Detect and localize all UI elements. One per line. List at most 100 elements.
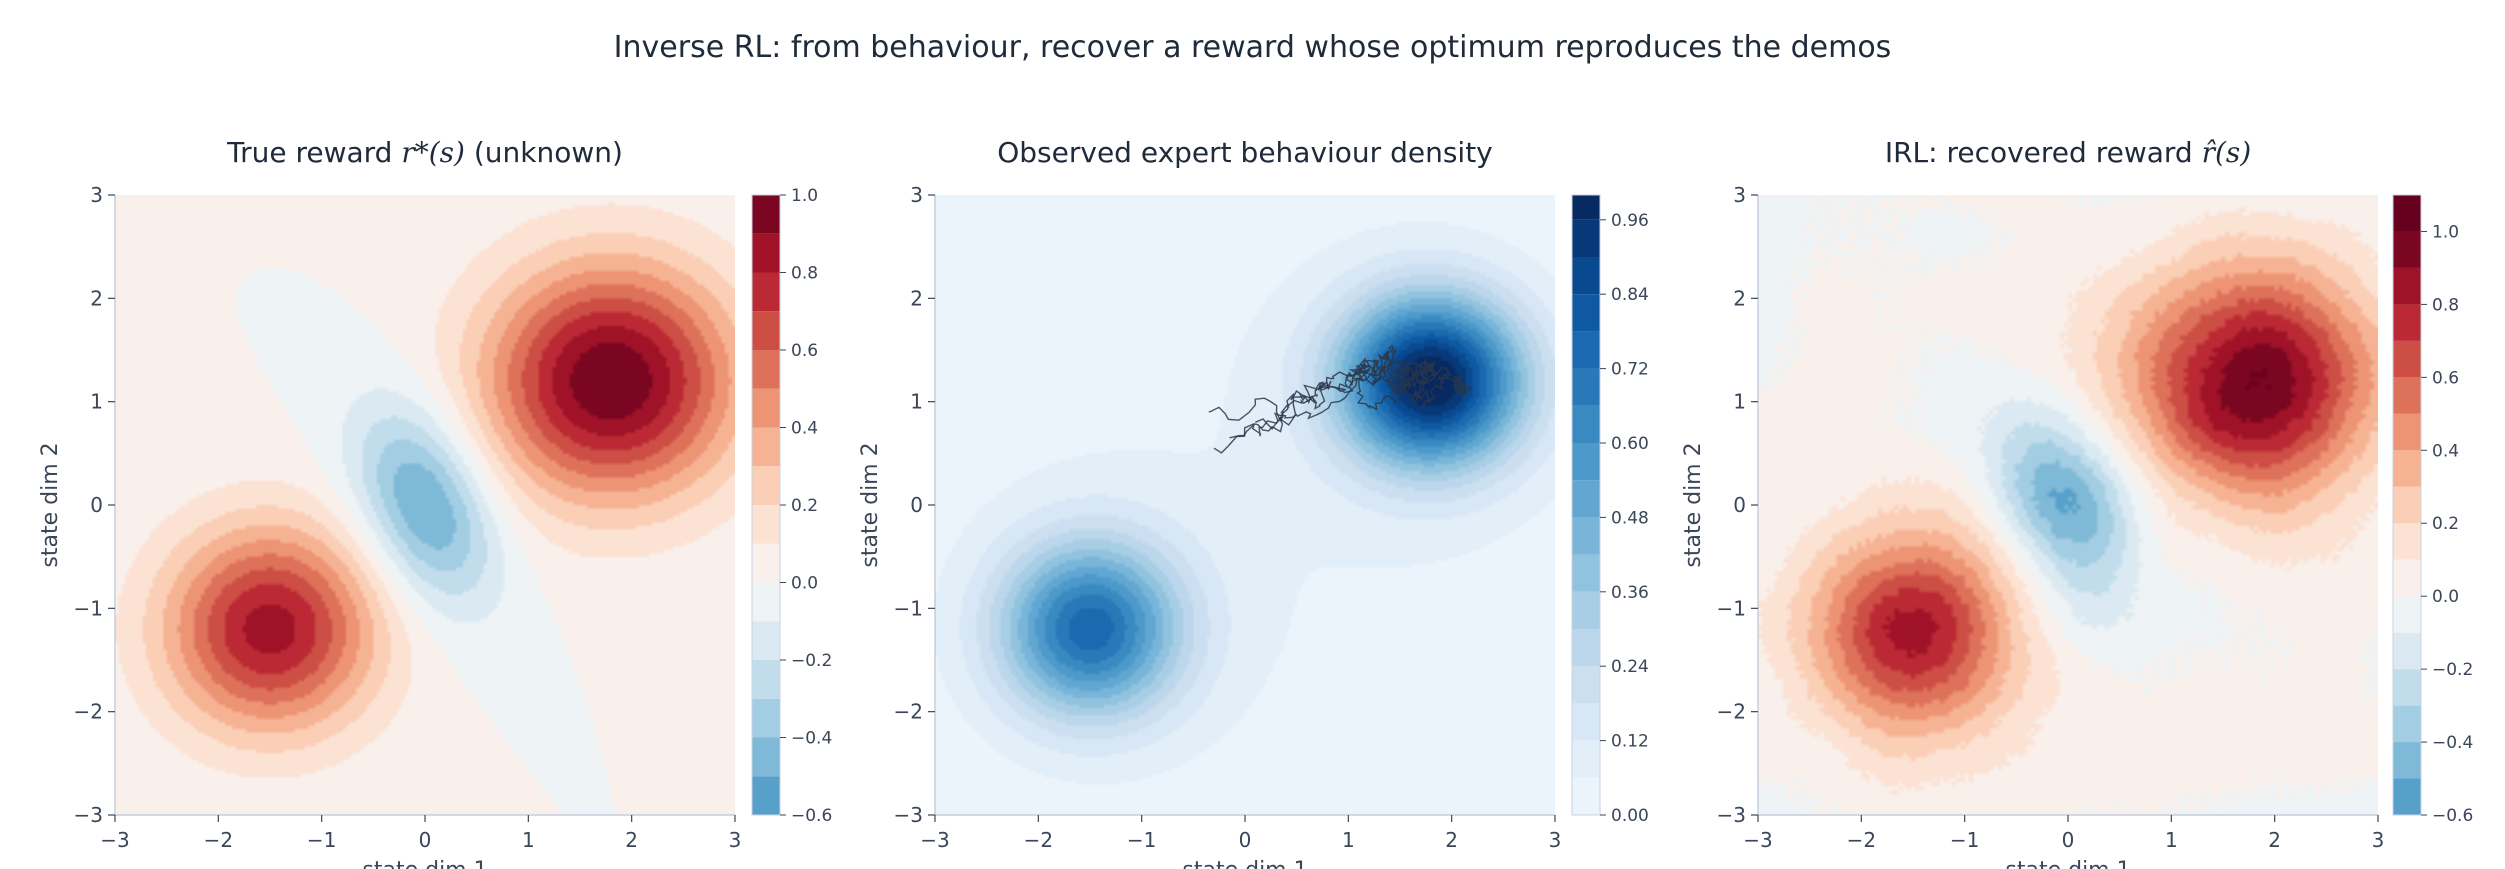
x-tick-label: 3 (729, 828, 742, 852)
y-tick-label: 1 (90, 390, 103, 414)
y-tick-label: −3 (894, 803, 923, 827)
y-tick-label: −2 (74, 700, 103, 724)
colorbar-tick-label: 0.00 (1611, 806, 1649, 826)
x-tick-label: −1 (1127, 828, 1156, 852)
heatmap-image (1758, 195, 2378, 815)
y-tick-label: 0 (910, 493, 923, 517)
colorbar-band (1572, 331, 1600, 369)
demo-trajectory-4 (1255, 367, 1473, 430)
x-tick-label: 3 (2372, 828, 2385, 852)
y-axis-label: state dim 2 (858, 442, 883, 567)
colorbar-band (2393, 413, 2421, 451)
y-tick-label: 2 (1733, 286, 1746, 310)
colorbar-band (1572, 554, 1600, 592)
panel-title: IRL: recovered reward r̂(s) (1885, 136, 2251, 169)
colorbar-band (752, 272, 780, 312)
y-tick-label: −1 (894, 596, 923, 620)
colorbar-band (752, 466, 780, 505)
y-tick-label: −1 (1717, 596, 1746, 620)
colorbar-band (752, 350, 780, 389)
colorbar-tick-label: 0.2 (791, 496, 818, 516)
colorbar-tick-label: 0.96 (1611, 211, 1649, 231)
colorbar-tick-label: 0.0 (2432, 587, 2459, 607)
colorbar-band (1572, 195, 1600, 220)
colorbar-band (752, 427, 780, 467)
colorbar-band (1572, 219, 1600, 257)
colorbar-band (752, 505, 780, 544)
colorbar-band (1572, 368, 1600, 406)
x-tick-label: −1 (1950, 828, 1979, 852)
colorbar-band (1572, 777, 1600, 815)
y-tick-label: 1 (1733, 390, 1746, 414)
colorbar-band (752, 737, 780, 777)
x-tick-label: 0 (2062, 828, 2075, 852)
chart-panel-1: −3−3 −2 −2 −1 −1 0 0 1 1 2 2 3 3 state dim 1 state dim… (38, 136, 832, 869)
colorbar-band (1572, 703, 1600, 741)
x-tick-label: −3 (100, 828, 129, 852)
chart-panel-3: −3−3 −2 −2 −1 −1 0 0 1 1 2 2 3 3 state dim 1 state dim… (1681, 136, 2473, 869)
colorbar-band (752, 388, 780, 428)
colorbar-tick-label: 0.36 (1611, 583, 1649, 603)
colorbar-band (2393, 340, 2421, 378)
colorbar-tick-label: 1.0 (791, 186, 818, 206)
demo-trajectories (1208, 344, 1473, 454)
y-axis-label: state dim 2 (1681, 442, 1706, 567)
colorbar-band (752, 233, 780, 273)
colorbar-tick-label: −0.4 (791, 729, 832, 749)
panel-title: Observed expert behaviour density (997, 136, 1493, 169)
colorbar-band (1572, 666, 1600, 704)
x-tick-label: 1 (1342, 828, 1355, 852)
colorbar-band (2393, 523, 2421, 560)
colorbar: −0.6 −0.4 −0.2 0.0 0.2 0.4 0.6 0.8 1.0 (2392, 194, 2473, 826)
y-tick-label: −2 (1717, 700, 1746, 724)
y-tick-label: 0 (1733, 493, 1746, 517)
y-tick-label: 2 (90, 286, 103, 310)
colorbar-band (752, 543, 780, 583)
colorbar-tick-label: 0.8 (791, 264, 818, 284)
y-axis-label: state dim 2 (38, 442, 63, 567)
colorbar-band (2393, 669, 2421, 706)
colorbar-band (2393, 231, 2421, 268)
colorbar-band (1572, 443, 1600, 481)
colorbar-tick-label: −0.6 (2432, 806, 2473, 826)
colorbar-band (1572, 294, 1600, 332)
colorbar-band (1572, 629, 1600, 667)
y-tick-label: 3 (90, 183, 103, 207)
colorbar-tick-label: 0.24 (1611, 657, 1649, 677)
x-tick-label: −3 (1743, 828, 1772, 852)
colorbar-tick-label: 0.84 (1611, 285, 1649, 305)
y-tick-label: −3 (1717, 803, 1746, 827)
colorbar-band (752, 195, 780, 234)
colorbar-band (2393, 559, 2421, 597)
colorbar-band (752, 582, 780, 622)
x-tick-label: 3 (1549, 828, 1562, 852)
figure-title: Inverse RL: from behaviour, recover a re… (613, 30, 1892, 65)
colorbar-tick-label: 0.6 (791, 341, 818, 361)
chart-panel-2: −3−3 −2 −2 −1 −1 0 0 1 1 2 2 3 3 state dim 1 state dim… (858, 136, 1649, 869)
colorbar-band (2393, 450, 2421, 487)
colorbar-band (752, 311, 780, 350)
colorbar-band (1572, 405, 1600, 443)
x-tick-label: 0 (419, 828, 432, 852)
colorbar-tick-label: 0.6 (2432, 368, 2459, 388)
heatmap-image (935, 195, 1555, 815)
colorbar-tick-label: −0.2 (791, 651, 832, 671)
colorbar-band (752, 621, 780, 660)
colorbar: 0.00 0.12 0.24 0.36 0.48 0.60 0.72 0.84 0.96 (1571, 194, 1649, 826)
x-axis-label: state dim 1 (1182, 858, 1307, 869)
y-tick-label: 3 (1733, 183, 1746, 207)
colorbar-band (2393, 195, 2421, 232)
x-tick-label: 1 (522, 828, 535, 852)
y-tick-label: 2 (910, 286, 923, 310)
colorbar-tick-label: −0.2 (2432, 660, 2473, 680)
panel-title: True reward r*(s) (unknown) (226, 136, 623, 169)
x-tick-label: 2 (625, 828, 638, 852)
y-tick-label: 0 (90, 493, 103, 517)
colorbar-band (752, 776, 780, 815)
colorbar-band (1572, 257, 1600, 295)
colorbar-band (2393, 742, 2421, 779)
colorbar-tick-label: −0.4 (2432, 733, 2473, 753)
x-tick-label: −3 (920, 828, 949, 852)
